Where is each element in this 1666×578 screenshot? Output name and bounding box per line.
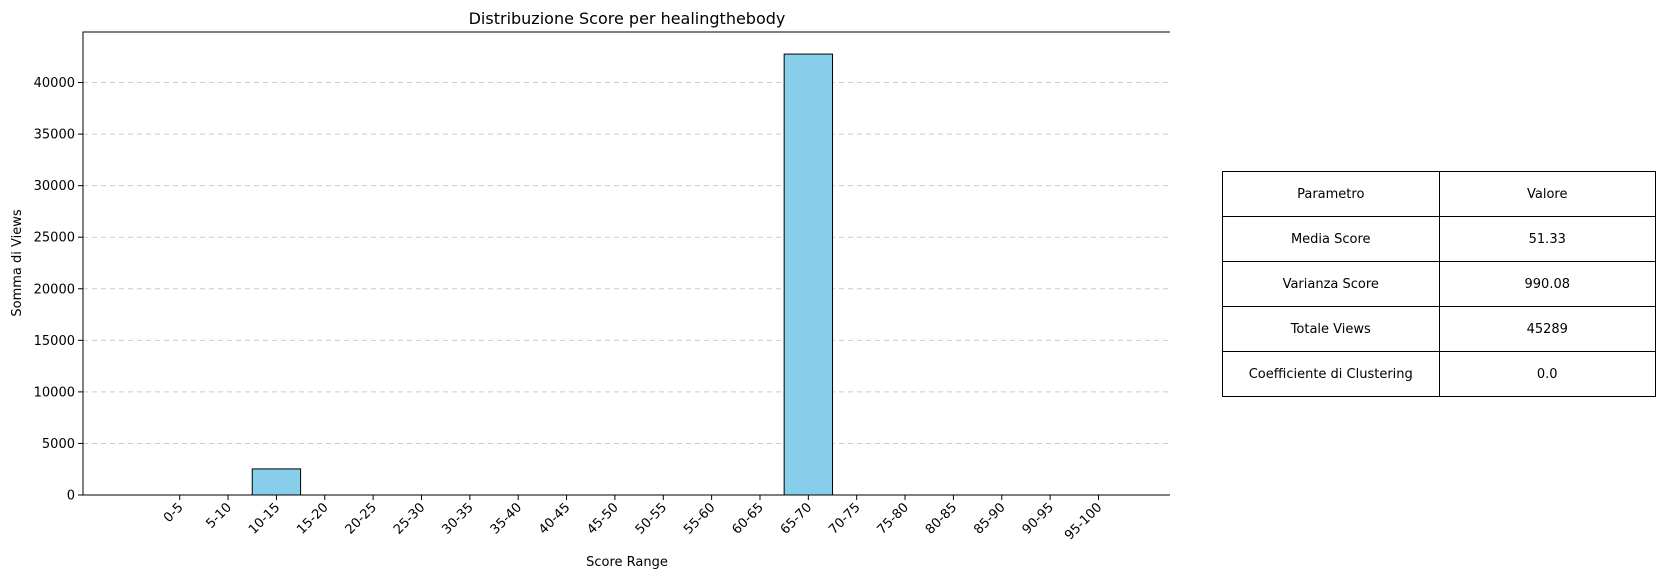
stats-header-value: Valore bbox=[1438, 171, 1656, 217]
y-tick-label: 35000 bbox=[34, 128, 75, 143]
y-tick-label: 5000 bbox=[42, 437, 75, 452]
x-tick-label: 30-35 bbox=[439, 500, 476, 537]
y-tick-label: 15000 bbox=[34, 334, 75, 349]
x-tick-label: 5-10 bbox=[203, 500, 234, 531]
x-tick-label: 55-60 bbox=[681, 500, 718, 537]
x-tick-label: 95-100 bbox=[1062, 500, 1105, 543]
stats-header-row: Parametro Valore bbox=[1222, 171, 1656, 217]
x-tick-label: 15-20 bbox=[294, 500, 331, 537]
x-tick-label: 80-85 bbox=[923, 500, 960, 537]
x-tick-label: 90-95 bbox=[1020, 500, 1057, 537]
y-tick-label: 25000 bbox=[34, 231, 75, 246]
plot-frame bbox=[82, 31, 1170, 496]
x-tick-label: 50-55 bbox=[633, 500, 670, 537]
y-tick-label: 30000 bbox=[34, 179, 75, 194]
stats-parameter: Coefficiente di Clustering bbox=[1222, 351, 1440, 397]
x-tick-label: 70-75 bbox=[826, 500, 863, 537]
stats-row: Coefficiente di Clustering 0.0 bbox=[1222, 351, 1656, 397]
x-tick-label: 20-25 bbox=[343, 500, 380, 537]
x-tick-label: 25-30 bbox=[391, 500, 428, 537]
x-axis-label: Score Range bbox=[586, 555, 668, 570]
x-axis: 0-5 5-10 10-15 15-20 20-25 25-30 30-35 35-40 40-… bbox=[161, 495, 1105, 543]
x-tick-label: 75-80 bbox=[875, 500, 912, 537]
stats-row: Varianza Score 990.08 bbox=[1222, 261, 1656, 307]
stats-parameter: Totale Views bbox=[1222, 306, 1440, 352]
stats-row: Media Score 51.33 bbox=[1222, 216, 1656, 262]
chart-title: Distribuzione Score per healingthebody bbox=[469, 9, 786, 28]
stats-header-parameter: Parametro bbox=[1222, 171, 1440, 217]
bars bbox=[251, 53, 834, 496]
y-tick-label: 0 bbox=[67, 489, 75, 504]
stats-parameter: Media Score bbox=[1222, 216, 1440, 262]
stats-value: 45289 bbox=[1438, 306, 1656, 352]
x-tick-label: 65-70 bbox=[778, 500, 815, 537]
stats-row: Totale Views 45289 bbox=[1222, 306, 1656, 352]
stats-value: 990.08 bbox=[1438, 261, 1656, 307]
x-tick-label: 10-15 bbox=[246, 500, 283, 537]
stats-parameter: Varianza Score bbox=[1222, 261, 1440, 307]
y-tick-label: 20000 bbox=[34, 282, 75, 297]
x-tick-label: 60-65 bbox=[729, 500, 766, 537]
bar-65-70 bbox=[783, 53, 834, 496]
x-tick-label: 85-90 bbox=[971, 500, 1008, 537]
x-tick-label: 40-45 bbox=[536, 500, 573, 537]
stats-value: 51.33 bbox=[1438, 216, 1656, 262]
y-tick-label: 10000 bbox=[34, 385, 75, 400]
x-tick-label: 0-5 bbox=[161, 500, 187, 526]
stats-value: 0.0 bbox=[1438, 351, 1656, 397]
x-tick-label: 45-50 bbox=[584, 500, 621, 537]
bar-chart: Distribuzione Score per healingthebody 0… bbox=[10, 9, 1170, 570]
y-axis: 0 5000 10000 15000 20000 25000 30000 35000 40000 bbox=[34, 76, 83, 504]
bar-10-15 bbox=[251, 468, 302, 496]
stats-table: Parametro Valore Media Score 51.33 Varia… bbox=[1222, 171, 1656, 397]
y-axis-label: Somma di Views bbox=[10, 209, 25, 316]
x-tick-label: 35-40 bbox=[488, 500, 525, 537]
grid-lines bbox=[83, 82, 1170, 444]
y-tick-label: 40000 bbox=[34, 76, 75, 91]
